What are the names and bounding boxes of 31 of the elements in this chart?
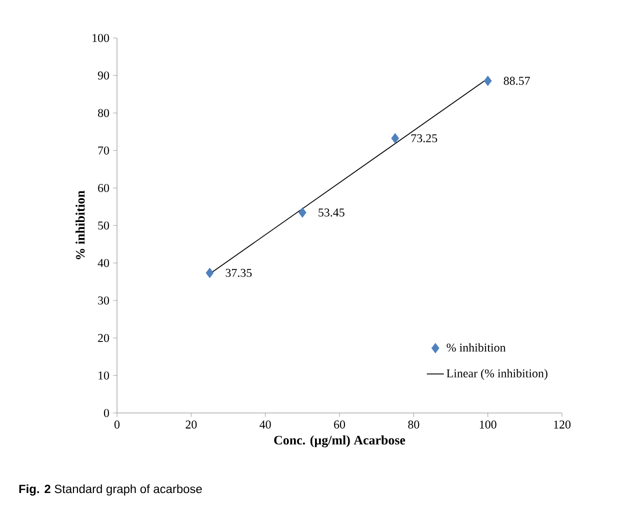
y-tick-label: 10: [98, 371, 110, 380]
x-tick-label: 60: [334, 420, 346, 429]
data-label: 53.45: [318, 208, 344, 217]
y-tick-label: 60: [98, 184, 110, 192]
y-tick-label: 100: [92, 34, 110, 42]
x-tick-label: 120: [554, 420, 571, 429]
text: Fig. 2 Standard graph of acarbose: [19, 484, 202, 496]
point: [298, 207, 306, 218]
y-tick-label: 30: [98, 296, 110, 305]
y-tick-label: 0: [104, 408, 110, 418]
x-axis-title: Conc. (µg/ml) Acarbose: [274, 435, 406, 448]
y-tick-label: 20: [98, 334, 110, 342]
x-tick-label: 40: [260, 420, 271, 429]
x-tick-label: 100: [480, 420, 496, 429]
y-tick-label: 50: [98, 221, 110, 230]
x-tick-label: 80: [408, 420, 420, 429]
legend-label: Linear (% inhibition): [446, 369, 548, 380]
legend-label: % inhibition: [446, 343, 506, 352]
x-tick-label: 20: [186, 420, 197, 429]
point: [206, 268, 214, 278]
y-tick-label: 90: [98, 71, 110, 80]
x-tick-label: 0: [114, 420, 120, 429]
point: [484, 76, 492, 86]
y-tick-label: 70: [98, 146, 110, 155]
point: [391, 133, 400, 144]
data-label: 88.57: [504, 76, 530, 85]
y-axis-title: % inhibition: [76, 190, 85, 260]
data-label: 37.35: [226, 268, 252, 277]
y-tick-label: 80: [98, 108, 110, 118]
data-label: 73.25: [411, 134, 438, 142]
y-tick-label: 40: [98, 258, 110, 268]
